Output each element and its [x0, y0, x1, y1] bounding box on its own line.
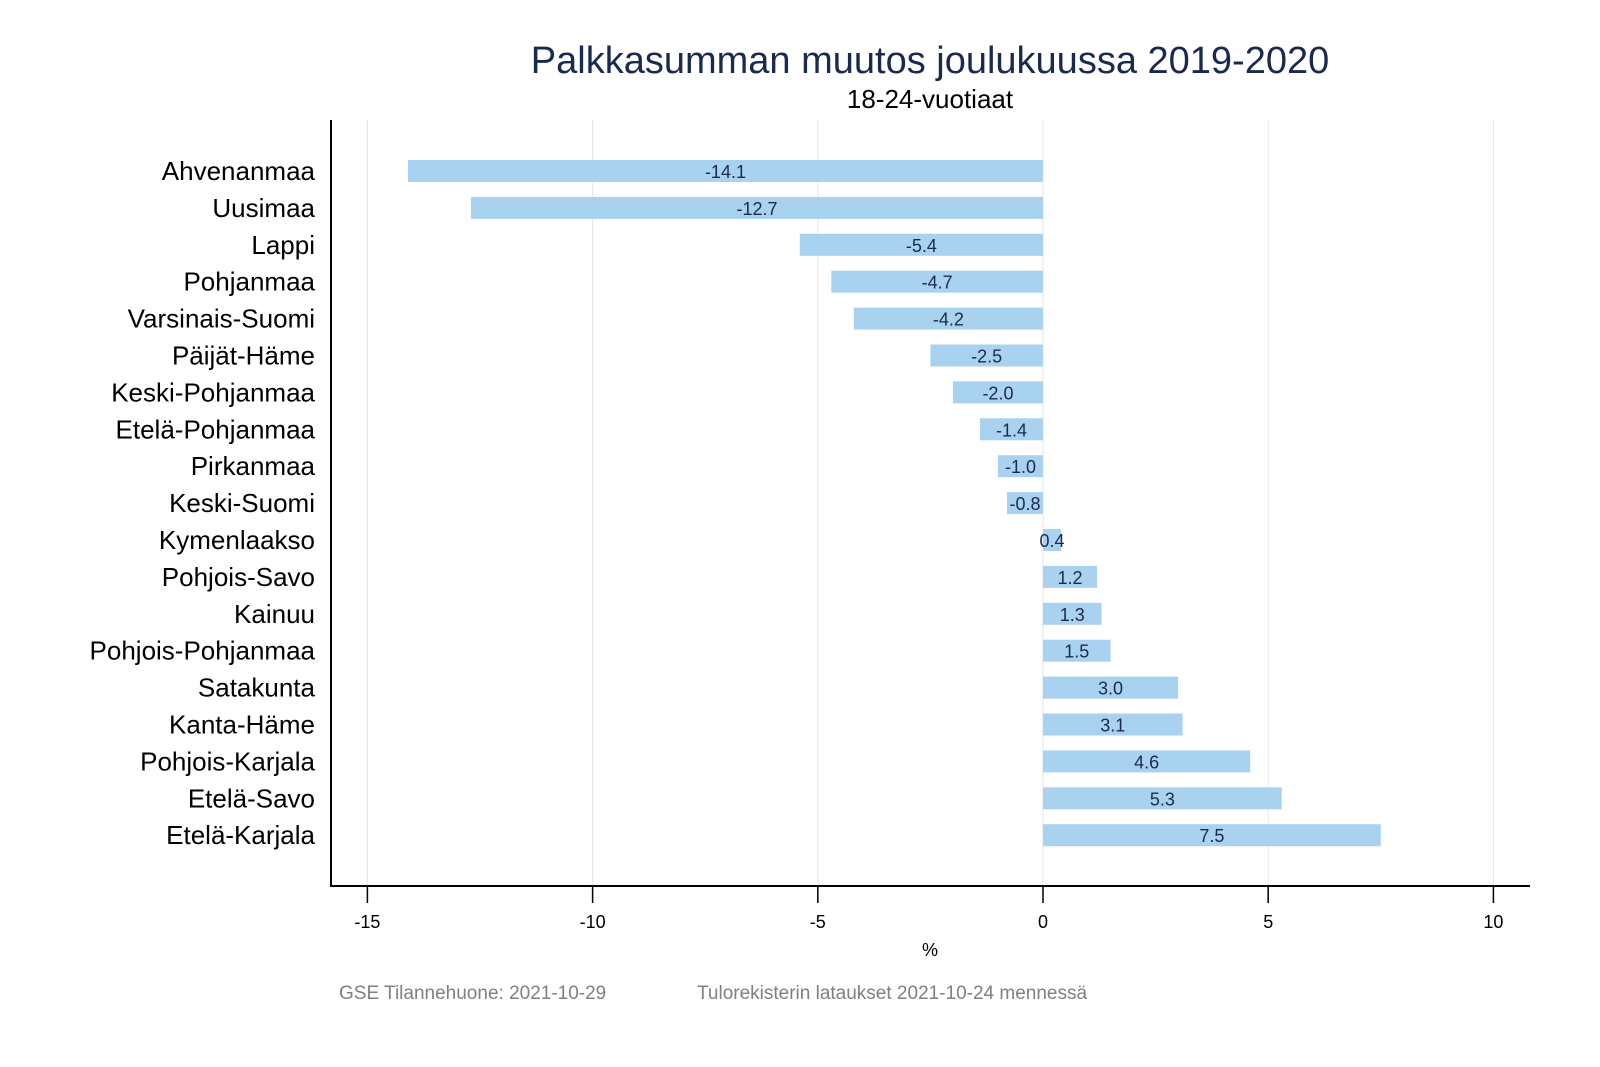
chart-subtitle: 18-24-vuotiaat — [847, 84, 1014, 114]
bar — [1043, 713, 1183, 736]
bar-value-label: -1.4 — [996, 420, 1027, 440]
bar — [997, 455, 1043, 478]
bar-value-label: -14.1 — [705, 162, 746, 182]
bar-value-label: 4.6 — [1134, 752, 1159, 772]
bar — [1043, 639, 1111, 662]
bar — [1043, 565, 1098, 588]
category-label: Uusimaa — [212, 193, 315, 223]
bars: -14.1 -12.7 -5.4 -4.7 -4.2 -2.5 -2.0 -1.4 -1.0 -0… — [407, 160, 1381, 847]
bar — [1043, 824, 1381, 847]
bar — [952, 381, 1043, 404]
bar — [831, 270, 1043, 293]
category-label: Lappi — [251, 230, 315, 260]
category-label: Keski-Suomi — [169, 488, 315, 518]
bar-value-label: 1.5 — [1064, 642, 1089, 662]
bar-value-label: -12.7 — [736, 199, 777, 219]
bar — [799, 233, 1043, 256]
category-label: Pirkanmaa — [191, 451, 316, 481]
x-tick-label: -5 — [810, 912, 826, 932]
bar-value-label: -5.4 — [906, 236, 937, 256]
category-label: Kanta-Häme — [169, 710, 315, 740]
bar — [853, 307, 1043, 330]
bar — [1043, 529, 1062, 551]
bar-value-label: 3.1 — [1100, 716, 1125, 736]
footer-note: Tulorekisterin lataukset 2021-10-24 menn… — [697, 983, 1087, 1004]
bar-value-label: -2.5 — [971, 347, 1002, 367]
bar-value-label: -4.2 — [933, 310, 964, 330]
category-labels: Ahvenanmaa Uusimaa Lappi Pohjanmaa Varsinais… — [90, 156, 316, 850]
category-label: Satakunta — [198, 673, 316, 703]
bar-value-label: -2.0 — [982, 383, 1013, 403]
x-axis-title: % — [922, 940, 938, 960]
bar-value-label: -1.0 — [1005, 457, 1036, 477]
bar-value-label: 0.4 — [1039, 531, 1064, 551]
category-label: Etelä-Karjala — [166, 820, 315, 850]
bar-value-label: 1.3 — [1060, 605, 1085, 625]
category-label: Pohjanmaa — [183, 267, 315, 297]
bar — [979, 418, 1043, 441]
bar-value-label: 1.2 — [1058, 568, 1083, 588]
bar-value-label: -0.8 — [1009, 494, 1040, 514]
bar — [1043, 750, 1251, 773]
bar-value-label: 5.3 — [1150, 789, 1175, 809]
category-label: Pohjois-Karjala — [140, 746, 315, 776]
bar-value-label: 7.5 — [1199, 826, 1224, 846]
bar — [470, 196, 1043, 219]
category-label: Ahvenanmaa — [162, 156, 316, 186]
x-tick-label: 0 — [1038, 912, 1048, 932]
category-label: Kainuu — [234, 599, 315, 629]
category-label: Päijät-Häme — [172, 341, 315, 371]
category-label: Pohjois-Savo — [162, 562, 315, 592]
x-tick-label: -15 — [354, 912, 380, 932]
category-label: Varsinais-Suomi — [128, 304, 315, 334]
x-tick-label: 10 — [1483, 912, 1503, 932]
footer-source: GSE Tilannehuone: 2021-10-29 — [339, 983, 606, 1004]
category-label: Kymenlaakso — [159, 525, 315, 555]
bar — [1006, 492, 1043, 515]
bar — [930, 344, 1043, 367]
x-tick-label: 5 — [1263, 912, 1273, 932]
bar — [1043, 602, 1102, 625]
x-axis-ticks: -15 -10 -5 0 5 10 — [354, 886, 1503, 932]
bar — [407, 160, 1043, 182]
category-label: Etelä-Pohjanmaa — [116, 414, 316, 444]
bar — [1043, 676, 1179, 699]
bar-value-label: -4.7 — [922, 273, 953, 293]
category-label: Keski-Pohjanmaa — [111, 377, 315, 407]
x-tick-label: -10 — [580, 912, 606, 932]
bar — [1043, 787, 1282, 810]
bar-value-label: 3.0 — [1098, 679, 1123, 699]
category-label: Etelä-Savo — [188, 783, 315, 813]
category-label: Pohjois-Pohjanmaa — [90, 636, 316, 666]
chart-title: Palkkasumman muutos joulukuussa 2019-202… — [531, 40, 1329, 82]
